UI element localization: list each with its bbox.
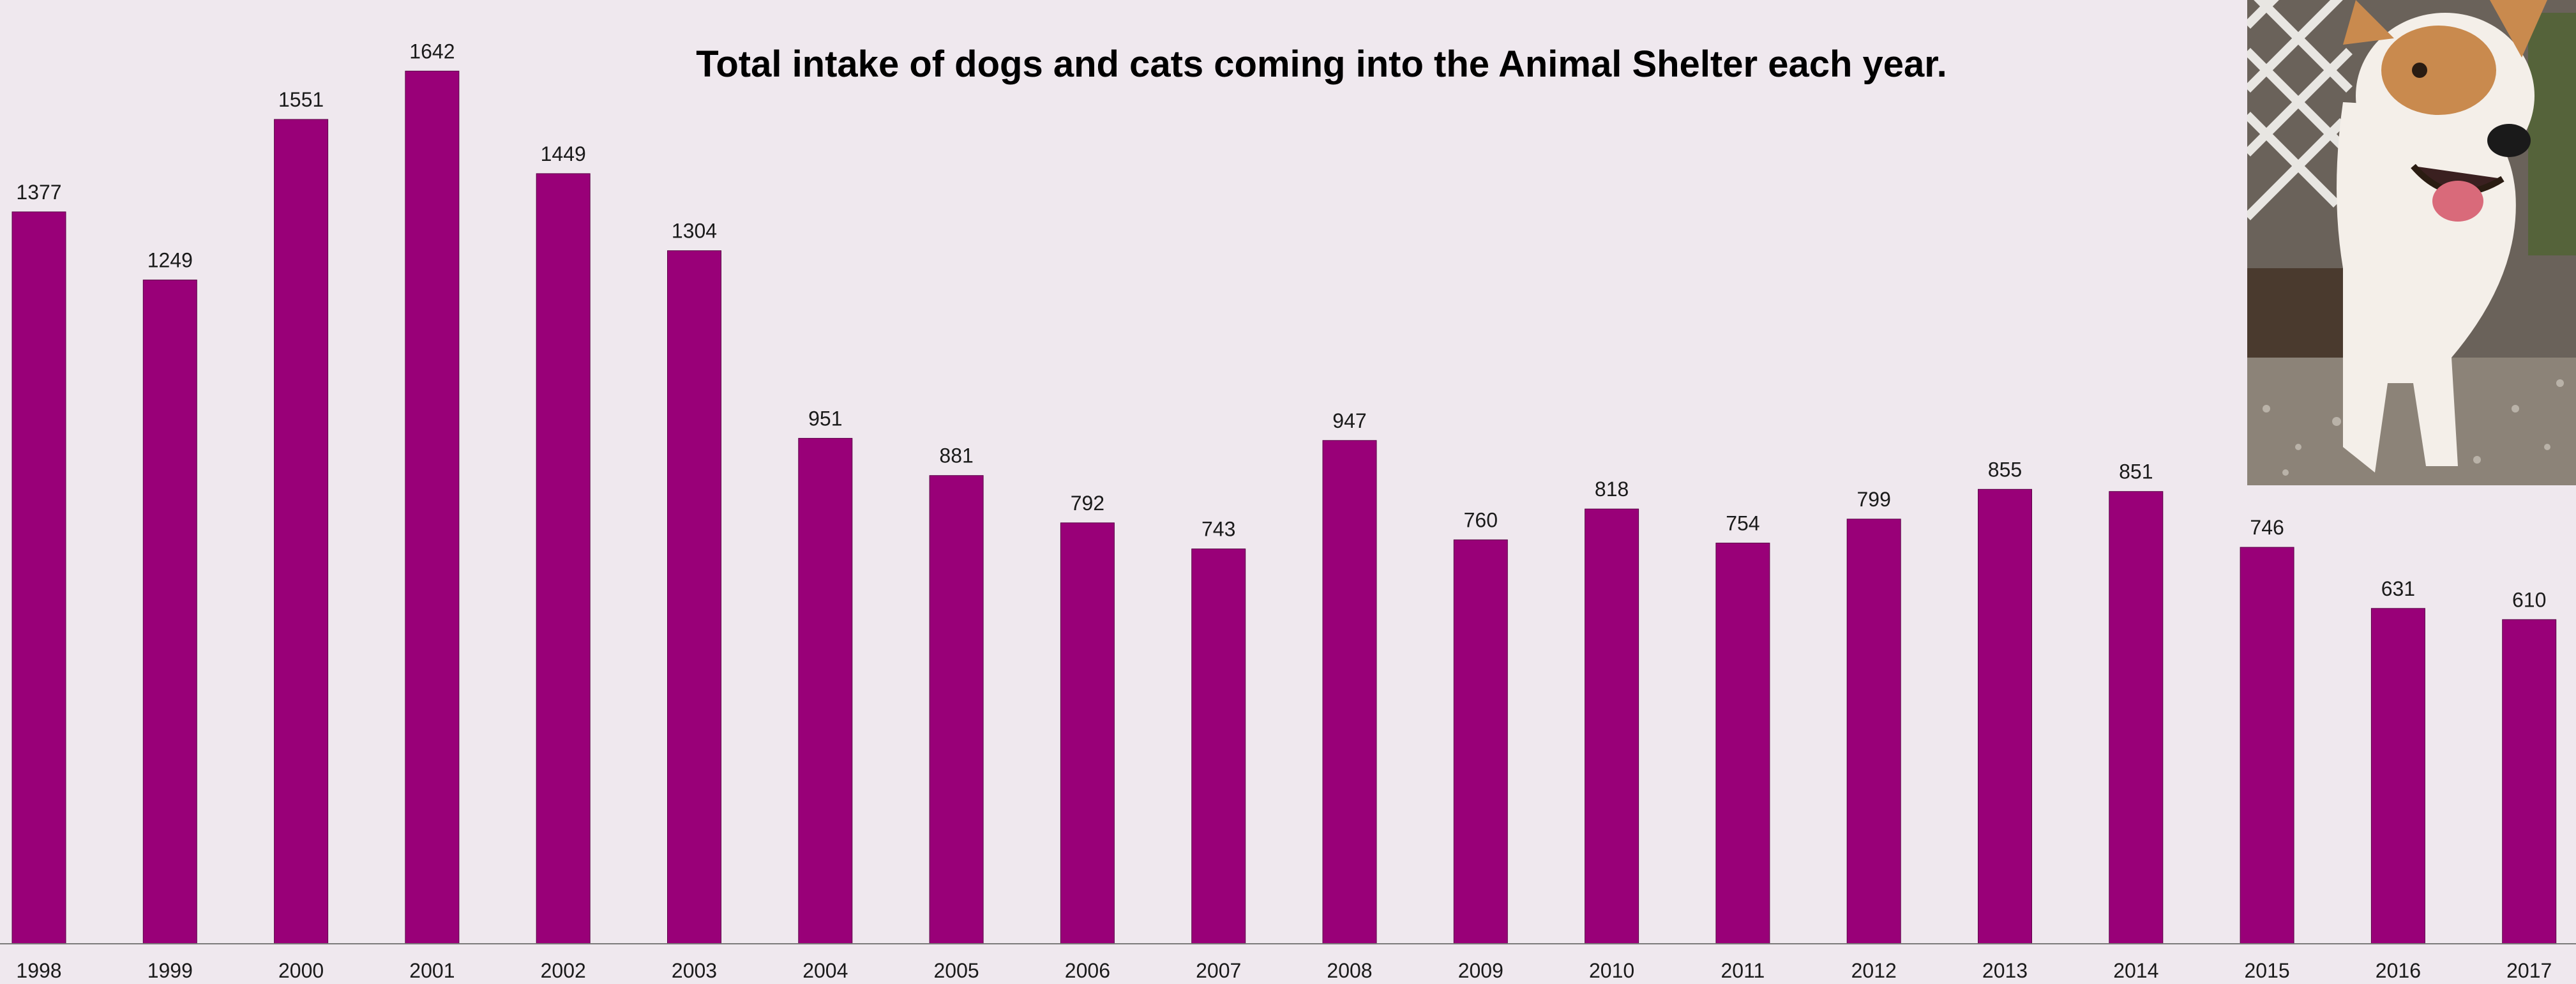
- bar-2008: [1322, 440, 1377, 944]
- bar-2013: [1978, 488, 2032, 944]
- bar-2015: [2240, 547, 2294, 944]
- bar-2010: [1585, 508, 1639, 944]
- dog-tongue: [2432, 181, 2483, 222]
- bar-2004: [798, 437, 853, 944]
- value-label-1998: 1377: [16, 181, 61, 204]
- bar-1998: [11, 211, 66, 944]
- x-tick-label-2009: 2009: [1458, 959, 1503, 982]
- dog-eye: [2412, 63, 2427, 78]
- x-tick-label-2015: 2015: [2245, 959, 2290, 982]
- x-tick-label-2010: 2010: [1589, 959, 1634, 982]
- bar-2009: [1453, 539, 1508, 944]
- dog-ear-right: [2490, 0, 2547, 57]
- x-tick-label-2016: 2016: [2376, 959, 2421, 982]
- value-label-1999: 1249: [147, 248, 193, 271]
- bar-2014: [2109, 491, 2164, 944]
- x-tick-label-2017: 2017: [2506, 959, 2552, 982]
- dog-nose: [2487, 124, 2531, 157]
- x-tick-label-1999: 1999: [147, 959, 193, 982]
- bar-1999: [142, 279, 197, 944]
- fence-lattice: [2247, 0, 2353, 220]
- dog-face-patch: [2381, 26, 2496, 115]
- x-tick-label-2003: 2003: [672, 959, 717, 982]
- value-label-2015: 746: [2250, 516, 2284, 539]
- x-tick-label-2013: 2013: [1982, 959, 2028, 982]
- value-label-2012: 799: [1857, 488, 1891, 511]
- bar-2002: [536, 173, 591, 944]
- x-tick-label-1998: 1998: [16, 959, 61, 982]
- value-label-2003: 1304: [672, 220, 717, 243]
- x-tick-label-2007: 2007: [1196, 959, 1241, 982]
- x-axis-ticks-layer: 1998 1999 2000 2001 2002 2003 2004 2005 2006 2007…: [16, 959, 2552, 982]
- x-tick-label-2001: 2001: [409, 959, 455, 982]
- value-label-2008: 947: [1332, 409, 1366, 432]
- value-label-2006: 792: [1071, 492, 1104, 515]
- value-label-2000: 1551: [278, 88, 324, 111]
- foliage: [2528, 13, 2576, 255]
- bar-2017: [2502, 619, 2557, 944]
- value-label-2005: 881: [939, 444, 973, 467]
- value-labels-layer: 1377 1249 1551 1642 1449 1304 951 881 792 743 947 7…: [16, 40, 2546, 611]
- bar-2012: [1846, 518, 1901, 944]
- x-tick-label-2002: 2002: [541, 959, 586, 982]
- value-label-2001: 1642: [409, 40, 455, 63]
- x-tick-label-2005: 2005: [934, 959, 979, 982]
- bar-2003: [667, 250, 721, 944]
- x-tick-label-2000: 2000: [278, 959, 324, 982]
- value-label-2013: 855: [1988, 458, 2022, 481]
- x-tick-label-2004: 2004: [802, 959, 848, 982]
- bar-2007: [1191, 549, 1246, 944]
- value-label-2010: 818: [1595, 478, 1629, 501]
- value-label-2002: 1449: [541, 142, 586, 165]
- x-tick-label-2008: 2008: [1327, 959, 1372, 982]
- value-label-2016: 631: [2381, 577, 2415, 600]
- bar-2005: [929, 475, 984, 944]
- chart-title: Total intake of dogs and cats coming int…: [696, 43, 1947, 85]
- dog-photo: [2247, 0, 2576, 485]
- value-label-2004: 951: [808, 407, 842, 430]
- x-tick-label-2012: 2012: [1851, 959, 1897, 982]
- x-tick-label-2006: 2006: [1065, 959, 1110, 982]
- value-label-2009: 760: [1464, 508, 1498, 531]
- bars-layer: [11, 70, 2557, 944]
- value-label-2014: 851: [2119, 460, 2153, 483]
- bar-2001: [405, 70, 460, 944]
- value-label-2017: 610: [2512, 588, 2546, 611]
- bar-2000: [274, 119, 329, 944]
- x-tick-label-2014: 2014: [2113, 959, 2158, 982]
- x-tick-label-2011: 2011: [1721, 959, 1765, 982]
- value-label-2011: 754: [1726, 511, 1759, 534]
- bar-2006: [1060, 522, 1115, 944]
- dog-ear-left: [2343, 0, 2394, 45]
- bar-2011: [1715, 542, 1770, 944]
- bar-2016: [2370, 608, 2425, 944]
- value-label-2007: 743: [1201, 518, 1235, 541]
